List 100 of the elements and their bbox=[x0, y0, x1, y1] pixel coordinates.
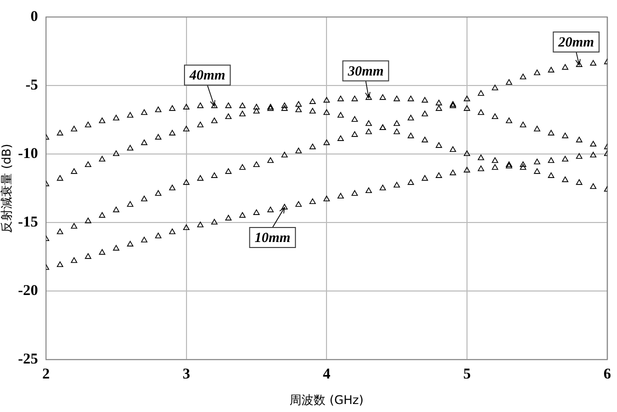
point bbox=[141, 109, 148, 115]
point bbox=[225, 214, 232, 220]
point bbox=[520, 161, 526, 168]
point bbox=[127, 144, 134, 151]
y-tick-label: -5 bbox=[26, 77, 38, 94]
point bbox=[450, 170, 456, 176]
point bbox=[225, 113, 232, 120]
point bbox=[183, 126, 190, 132]
x-tick-label: 5 bbox=[463, 366, 471, 382]
point bbox=[323, 139, 330, 146]
point bbox=[239, 110, 246, 116]
point bbox=[309, 98, 316, 104]
point bbox=[366, 128, 372, 134]
point bbox=[197, 102, 204, 108]
point bbox=[478, 166, 484, 172]
point bbox=[422, 110, 428, 116]
point bbox=[183, 224, 190, 230]
point bbox=[239, 212, 246, 218]
point bbox=[436, 142, 442, 148]
point bbox=[211, 118, 218, 124]
point bbox=[155, 232, 162, 238]
point bbox=[380, 184, 386, 190]
point bbox=[492, 157, 498, 163]
point bbox=[366, 120, 372, 126]
point bbox=[576, 61, 582, 67]
point bbox=[337, 112, 344, 118]
point bbox=[197, 175, 204, 181]
point bbox=[562, 176, 568, 182]
point bbox=[281, 102, 288, 108]
point bbox=[84, 122, 92, 128]
y-axis-title: 反射減衰量 (dB) bbox=[0, 144, 14, 233]
point bbox=[56, 130, 64, 136]
point bbox=[295, 106, 302, 112]
point bbox=[548, 66, 554, 72]
point bbox=[169, 184, 176, 190]
point bbox=[478, 90, 484, 96]
point bbox=[337, 192, 344, 199]
point bbox=[337, 135, 344, 141]
x-tick-label: 2 bbox=[42, 366, 50, 382]
point bbox=[155, 106, 162, 112]
point bbox=[323, 96, 330, 103]
point bbox=[548, 130, 554, 136]
x-tick-label: 4 bbox=[322, 366, 331, 382]
point bbox=[366, 94, 372, 100]
point bbox=[408, 179, 414, 185]
point bbox=[337, 96, 344, 102]
annotation: 20mm bbox=[557, 36, 594, 51]
point bbox=[352, 131, 358, 137]
point bbox=[590, 60, 596, 66]
point bbox=[520, 122, 526, 128]
point bbox=[295, 201, 302, 207]
point bbox=[548, 157, 554, 163]
point bbox=[408, 96, 414, 102]
point bbox=[422, 175, 428, 181]
point bbox=[112, 206, 120, 212]
point bbox=[183, 104, 190, 110]
point bbox=[281, 152, 288, 158]
point bbox=[56, 175, 64, 181]
point bbox=[492, 84, 498, 90]
point bbox=[548, 172, 554, 178]
point bbox=[253, 209, 260, 215]
point bbox=[506, 79, 512, 85]
point bbox=[141, 196, 148, 202]
point bbox=[211, 218, 218, 225]
point bbox=[281, 204, 288, 210]
point bbox=[576, 153, 582, 159]
point bbox=[562, 156, 568, 162]
point bbox=[112, 245, 120, 251]
annotation: 30mm bbox=[346, 64, 384, 80]
point bbox=[281, 105, 288, 111]
point bbox=[464, 150, 470, 156]
point bbox=[127, 240, 134, 246]
point bbox=[253, 108, 260, 114]
point bbox=[211, 102, 218, 108]
point bbox=[98, 212, 106, 218]
point bbox=[492, 164, 498, 170]
point bbox=[197, 222, 204, 228]
point bbox=[576, 179, 582, 185]
point bbox=[464, 96, 470, 102]
point bbox=[84, 253, 92, 259]
point bbox=[141, 236, 148, 242]
point bbox=[576, 136, 582, 142]
x-tick-label: 6 bbox=[604, 366, 612, 382]
point bbox=[520, 74, 526, 80]
point bbox=[323, 109, 330, 115]
point bbox=[141, 139, 148, 146]
point bbox=[70, 257, 78, 263]
point bbox=[127, 112, 134, 118]
point bbox=[211, 172, 218, 178]
x-axis-title: 周波数 (GHz) bbox=[290, 392, 364, 407]
point bbox=[169, 105, 176, 111]
point bbox=[464, 105, 470, 111]
point bbox=[239, 164, 246, 170]
point bbox=[422, 96, 428, 103]
point bbox=[408, 132, 414, 138]
point bbox=[394, 182, 400, 188]
point bbox=[239, 102, 246, 108]
point bbox=[478, 154, 484, 160]
point bbox=[380, 94, 386, 100]
point bbox=[534, 70, 540, 76]
